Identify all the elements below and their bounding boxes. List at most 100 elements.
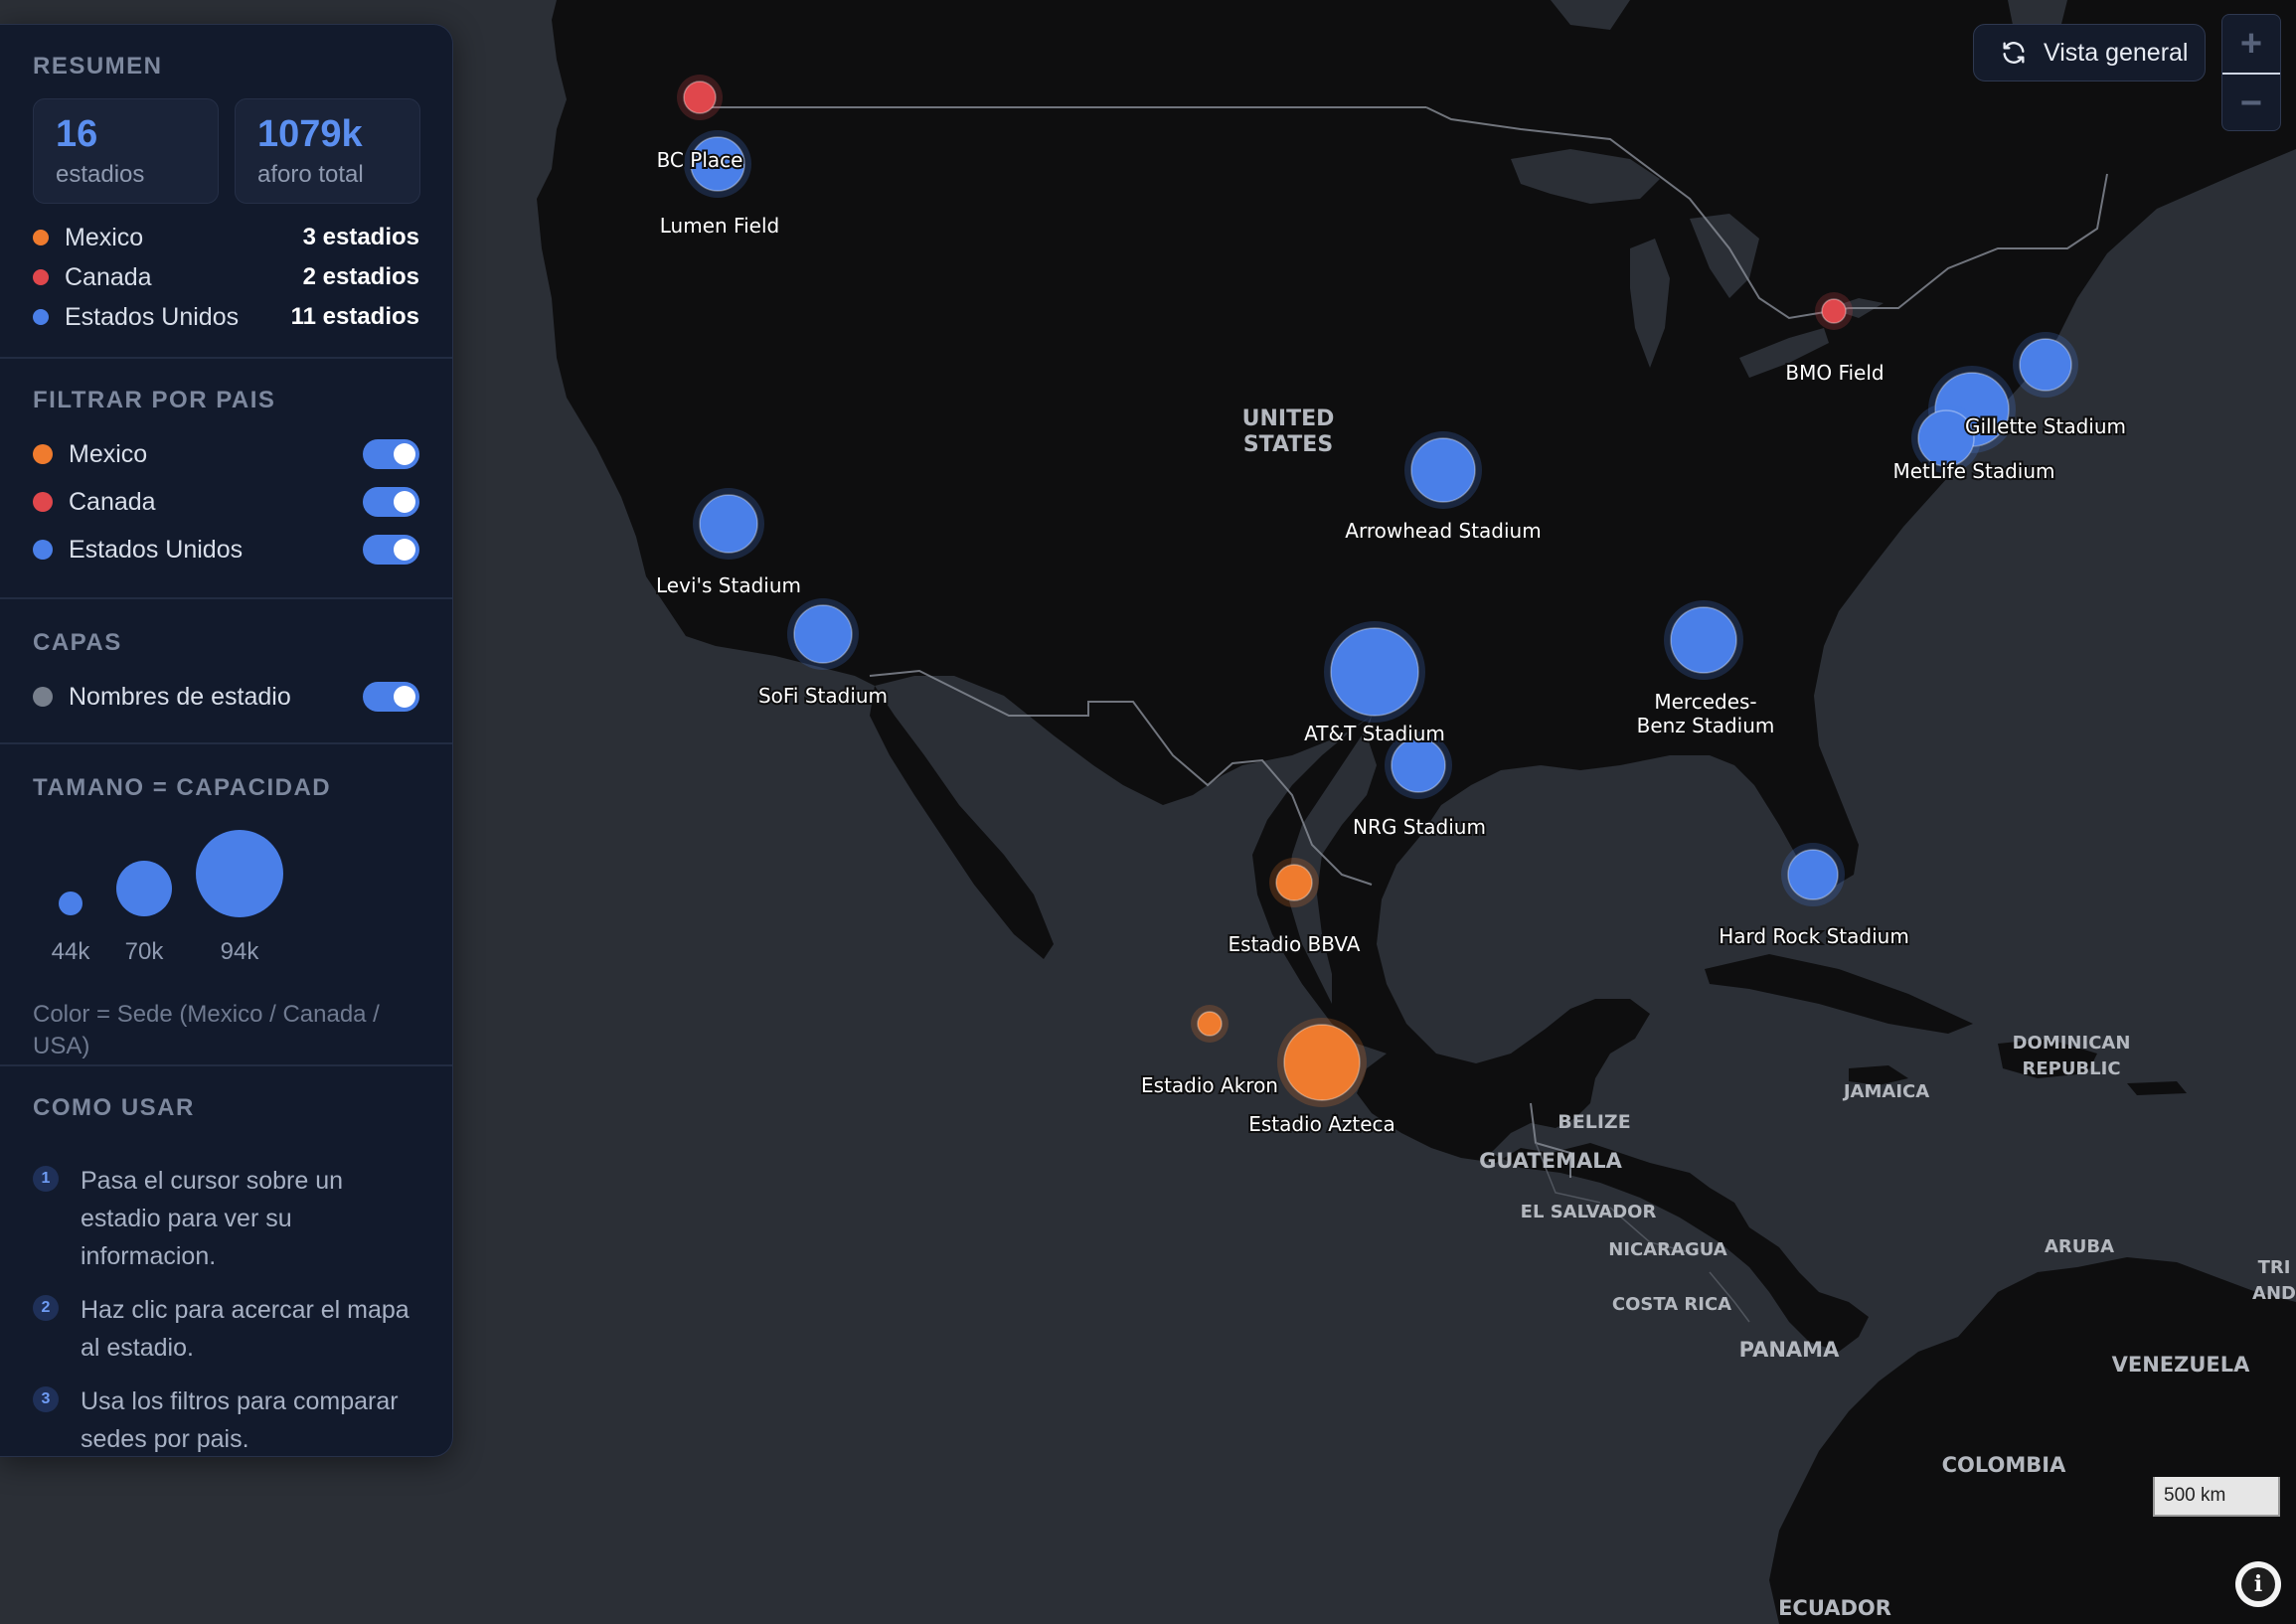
geo-label-tri-and: TRI AND (2252, 1257, 2296, 1304)
land-south-america (1769, 1257, 2296, 1624)
stadium-marker-hard-rock-stadium[interactable] (1781, 843, 1845, 906)
stat-capacity-label: aforo total (257, 161, 364, 188)
stadium-marker-estadio-azteca[interactable] (1277, 1018, 1367, 1107)
country-count: 11 estadios (290, 303, 419, 330)
geo-label-panama: PANAMA (1739, 1338, 1840, 1362)
filter-mexico[interactable]: Mexico (33, 436, 419, 472)
attribution-info-button[interactable]: i (2235, 1561, 2281, 1607)
island-cuba (1705, 954, 1973, 1034)
great-lakes (1511, 149, 1884, 378)
summary-country-usa: Estados Unidos 11 estadios (33, 299, 419, 335)
filter-canada[interactable]: Canada (33, 484, 419, 520)
zoom-in-button[interactable]: + (2239, 22, 2263, 65)
step-text: Usa los filtros para comparar sedes por … (81, 1387, 399, 1453)
filter-section: FILTRAR POR PAIS Mexico Canada Estados U… (0, 359, 452, 599)
stadium-label-gillette-stadium: Gillette Stadium (1965, 414, 2126, 438)
usa-toggle[interactable] (363, 535, 419, 565)
stadium-circle (2019, 338, 2072, 392)
layers-section: CAPAS Nombres de estadio (0, 599, 452, 744)
size-legend: 44k 70k 94k (52, 830, 283, 965)
size-70k-label: 70k (125, 938, 165, 965)
geo-label-nicaragua: NICARAGUA (1608, 1239, 1727, 1260)
stadium-marker-estadio-bbva[interactable] (1269, 858, 1319, 907)
step-number: 1 (33, 1166, 59, 1192)
canada-dot (33, 492, 53, 512)
step-number: 3 (33, 1386, 59, 1412)
stadium-circle (690, 136, 745, 192)
stat-stadiums-label: estadios (56, 161, 145, 188)
stadium-marker-sofi-stadium[interactable] (787, 598, 859, 670)
stat-stadiums: 16 estadios (33, 98, 219, 204)
stadium-label-estadio-bbva: Estadio BBVA (1229, 932, 1361, 956)
usa-dot (33, 309, 49, 325)
stadium-circle (1917, 409, 1975, 467)
geo-label-dominican-republic: DOMINICAN REPUBLIC (2013, 1033, 2131, 1079)
stadium-circle (1330, 627, 1419, 717)
mexico-toggle[interactable] (363, 439, 419, 469)
stat-capacity-value: 1079k (257, 113, 363, 155)
usa-dot (33, 540, 53, 560)
stadium-marker-bmo-field[interactable] (1815, 292, 1853, 330)
layer-stadium-names[interactable]: Nombres de estadio (33, 679, 419, 715)
stadium-marker-levi-s-stadium[interactable] (693, 488, 764, 560)
stadium-circle (1197, 1011, 1223, 1037)
stadium-label-lumen-field: Lumen Field (660, 214, 779, 238)
geo-label-united-states: UNITED STATES (1242, 406, 1335, 457)
layers-title: CAPAS (33, 629, 122, 656)
filter-label: Mexico (69, 439, 148, 468)
stadium-circle (793, 604, 853, 664)
howto-step-2: 2 Haz clic para acercar el mapa al estad… (33, 1291, 422, 1367)
country-name: Canada (65, 262, 152, 291)
stadium-circle (683, 81, 717, 114)
stadium-circle (1821, 298, 1847, 324)
zoom-divider (2222, 73, 2280, 75)
stadium-marker-nrg-stadium[interactable] (1385, 731, 1452, 799)
zoom-control: + − (2221, 14, 2281, 131)
stadium-marker-bc-place[interactable] (677, 75, 723, 120)
geo-label-guatemala: GUATEMALA (1479, 1149, 1622, 1173)
stadium-label-metlife-stadium: MetLife Stadium (1892, 459, 2054, 483)
size-44k-label: 44k (52, 938, 91, 965)
step-text: Pasa el cursor sobre un estadio para ver… (81, 1167, 344, 1270)
summary-country-canada: Canada 2 estadios (33, 259, 419, 295)
stadium-marker-stadium-15[interactable] (2013, 332, 2078, 398)
stadium-circle (1283, 1024, 1361, 1101)
stadium-label-estadio-azteca: Estadio Azteca (1248, 1112, 1395, 1136)
layer-label: Nombres de estadio (69, 682, 291, 711)
stadium-label-at-t-stadium: AT&T Stadium (1304, 722, 1445, 745)
zoom-out-button[interactable]: − (2239, 81, 2263, 124)
step-text: Haz clic para acercar el mapa al estadio… (81, 1296, 410, 1362)
filter-label: Estados Unidos (69, 535, 244, 564)
geo-label-jamaica: JAMAICA (1842, 1081, 1929, 1102)
stadium-marker-lumen-field[interactable] (684, 130, 751, 198)
country-count: 2 estadios (302, 263, 419, 290)
stadium-names-toggle[interactable] (363, 682, 419, 712)
geo-label-el-salvador: EL SALVADOR (1521, 1202, 1657, 1222)
canada-toggle[interactable] (363, 487, 419, 517)
layer-dot (33, 687, 53, 707)
stadium-label-nrg-stadium: NRG Stadium (1353, 815, 1486, 839)
filter-title: FILTRAR POR PAIS (33, 387, 276, 413)
legend-title: TAMANO = CAPACIDAD (33, 774, 332, 801)
country-name: Estados Unidos (65, 302, 240, 331)
stadium-label-arrowhead-stadium: Arrowhead Stadium (1345, 519, 1541, 543)
stadium-label-estadio-akron: Estadio Akron (1141, 1073, 1278, 1097)
refresh-icon (2003, 42, 2025, 64)
geo-label-colombia: COLOMBIA (1942, 1453, 2066, 1477)
stadium-marker-estadio-akron[interactable] (1191, 1005, 1229, 1043)
stadium-marker-mercedes-benz-stadium[interactable] (1664, 600, 1743, 680)
stadium-label-levi-s-stadium: Levi's Stadium (656, 573, 801, 597)
step-number: 2 (33, 1295, 59, 1321)
island-jamaica (1849, 1065, 1908, 1085)
stadium-circle (1410, 437, 1476, 503)
filter-usa[interactable]: Estados Unidos (33, 532, 419, 568)
scale-bar: 500 km (2153, 1477, 2280, 1517)
size-94k-label: 94k (221, 938, 260, 965)
stadium-marker-arrowhead-stadium[interactable] (1404, 431, 1482, 509)
howto-step-1: 1 Pasa el cursor sobre un estadio para v… (33, 1162, 422, 1275)
stadium-label-hard-rock-stadium: Hard Rock Stadium (1719, 924, 1909, 948)
stadium-marker-metlife-stadium[interactable] (1911, 404, 1981, 473)
overview-button[interactable]: Vista general (1973, 24, 2206, 81)
size-70k-circle (116, 861, 172, 916)
stadium-marker-at-t-stadium[interactable] (1324, 621, 1425, 723)
